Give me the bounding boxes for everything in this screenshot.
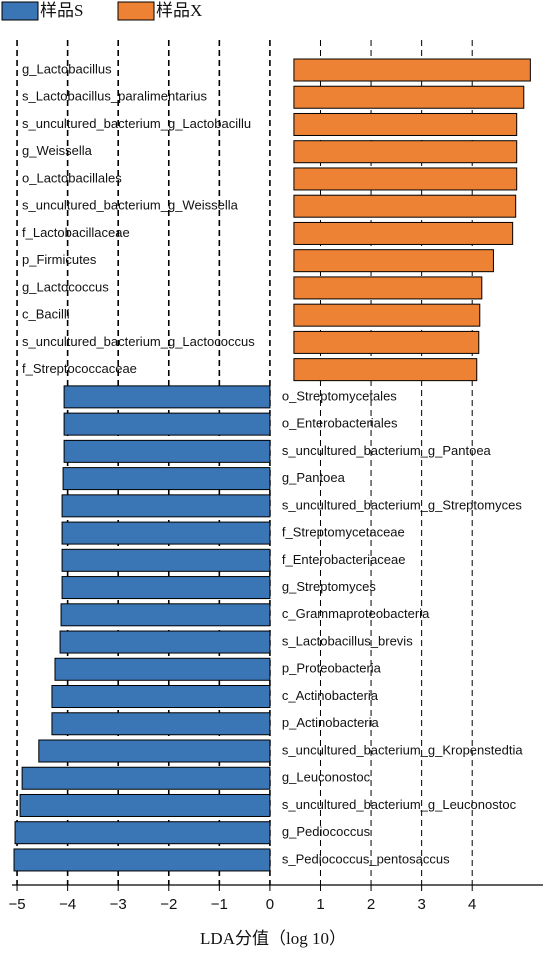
bar xyxy=(62,467,271,491)
bar xyxy=(61,576,271,600)
bar xyxy=(19,793,271,817)
bar xyxy=(14,821,271,845)
category-label: c_Actinobacteria xyxy=(282,688,379,703)
x-axis-label: LDA分值（log 10） xyxy=(200,929,346,948)
bar xyxy=(293,58,531,82)
category-label: s_Lactobacillus_brevis xyxy=(282,633,413,648)
bar xyxy=(293,221,514,245)
bar xyxy=(293,112,518,136)
bar xyxy=(54,657,271,681)
bar xyxy=(38,739,271,763)
category-label: o_Lactobacillales xyxy=(22,170,122,185)
category-label: p_Proteobacteria xyxy=(282,661,382,676)
x-tick-label: −5 xyxy=(9,896,26,913)
bar xyxy=(60,603,271,627)
category-label: s_Pediococcus_pentosaccus xyxy=(282,851,450,866)
bar xyxy=(293,303,481,327)
bar xyxy=(63,412,271,436)
category-label: g_Lactococcus xyxy=(22,279,109,294)
bar xyxy=(51,712,271,736)
bar xyxy=(61,521,271,545)
category-label: s_Lactobacillus_paralimentarius xyxy=(22,89,207,104)
category-label: g_Lactobacillus xyxy=(22,61,112,76)
x-tick-label: 2 xyxy=(367,896,375,913)
bar xyxy=(293,330,480,354)
bar xyxy=(293,140,518,164)
category-label: o_Streptomycetales xyxy=(282,388,397,403)
x-tick-label: 1 xyxy=(316,896,324,913)
bar xyxy=(13,848,271,872)
x-tick-label: −2 xyxy=(160,896,177,913)
category-label: g_Leuconostoc xyxy=(282,770,371,785)
category-label: s_uncultured_bacterium_g_Lactococcus xyxy=(22,334,255,349)
bar xyxy=(293,276,483,300)
bar xyxy=(59,630,271,654)
x-tick-label: −3 xyxy=(110,896,127,913)
x-tick-label: 4 xyxy=(468,896,476,913)
category-label: s_uncultured_bacterium_g_Leuconostoc xyxy=(282,797,517,812)
category-label: g_Weissella xyxy=(22,143,93,158)
category-label: g_Pantoea xyxy=(282,470,346,485)
bar xyxy=(61,548,271,572)
category-label: p_Actinobacteria xyxy=(282,715,380,730)
x-tick-label: −4 xyxy=(59,896,76,913)
category-label: g_Pediococcus xyxy=(282,824,371,839)
category-label: s_uncultured_bacterium_g_Weissella xyxy=(22,198,239,213)
bar xyxy=(63,439,271,463)
legend-swatch xyxy=(117,1,155,21)
bar xyxy=(293,85,525,109)
bar xyxy=(293,249,494,273)
bar xyxy=(293,167,518,191)
bar xyxy=(63,385,271,409)
legend-label: 样品S xyxy=(40,1,83,20)
x-tick-label: 3 xyxy=(417,896,425,913)
category-label: f_Streptomycetaceae xyxy=(282,525,405,540)
category-label: c_Grammaproteobacteria xyxy=(282,606,430,621)
x-tick-label: −1 xyxy=(211,896,228,913)
category-label: f_Enterobacteriaceae xyxy=(282,552,406,567)
category-label: f_Streptococcaceae xyxy=(22,361,137,376)
legend-swatch xyxy=(1,1,39,21)
category-label: s_uncultured_bacterium_g_Pantoea xyxy=(282,443,492,458)
category-label: p_Firmicutes xyxy=(22,252,97,267)
category-label: g_Streptomyces xyxy=(282,579,376,594)
bar xyxy=(293,358,478,382)
category-label: f_Lactobacillaceae xyxy=(22,225,130,240)
category-label: c_Bacilli xyxy=(22,307,70,322)
category-label: o_Enterobacteriales xyxy=(282,416,398,431)
bar xyxy=(21,766,271,790)
legend-label: 样品X xyxy=(156,1,202,20)
bar xyxy=(61,494,271,518)
x-tick-label: 0 xyxy=(266,896,274,913)
category-label: s_uncultured_bacterium_g_Lactobacillu xyxy=(22,116,251,131)
bar xyxy=(293,194,517,218)
bar xyxy=(51,685,271,709)
category-label: s_uncultured_bacterium_g_Kropenstedtia xyxy=(282,742,523,757)
category-label: s_uncultured_bacterium_g_Streptomyces xyxy=(282,497,522,512)
